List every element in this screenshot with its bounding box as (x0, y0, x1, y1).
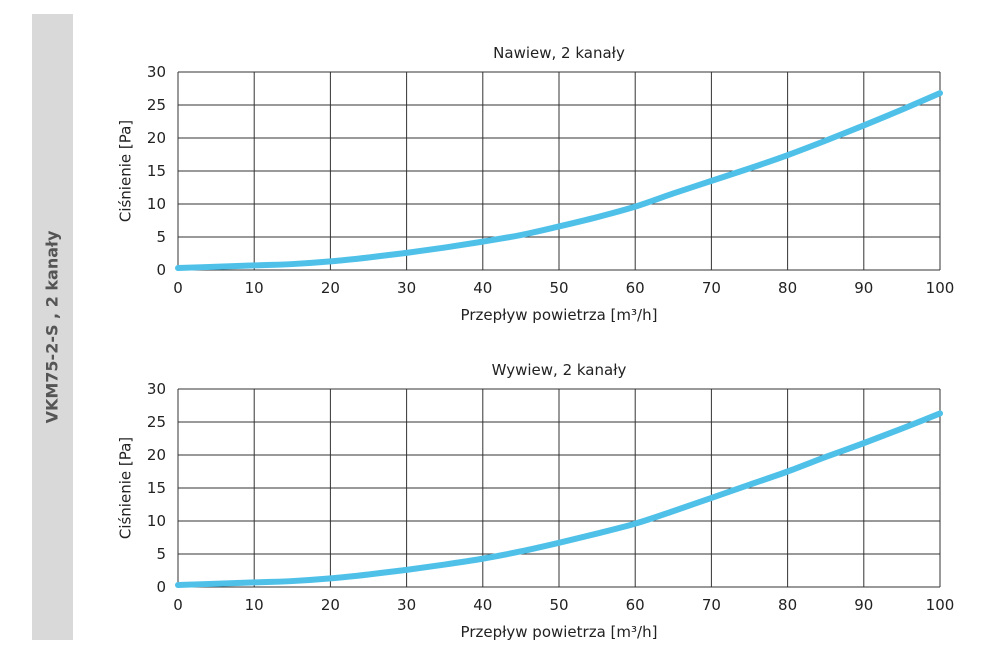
y-tick-label: 30 (147, 63, 166, 81)
y-tick-label: 30 (147, 380, 166, 398)
x-tick-label: 100 (926, 596, 955, 614)
x-tick-label: 50 (549, 279, 568, 297)
y-tick-label: 5 (156, 545, 166, 563)
x-tick-label: 50 (549, 596, 568, 614)
x-axis-label: Przepływ powietrza [m³/h] (461, 306, 658, 324)
x-tick-label: 30 (397, 279, 416, 297)
y-tick-label: 0 (156, 578, 166, 596)
x-tick-label: 10 (245, 596, 264, 614)
y-tick-label: 15 (147, 162, 166, 180)
x-tick-label: 60 (626, 596, 645, 614)
y-tick-label: 5 (156, 228, 166, 246)
y-tick-label: 10 (147, 195, 166, 213)
x-tick-label: 70 (702, 596, 721, 614)
y-tick-label: 0 (156, 261, 166, 279)
x-tick-label: 90 (854, 596, 873, 614)
chart-title: Wywiew, 2 kanały (492, 361, 627, 379)
chart-2: Wywiew, 2 kanały 0 10 20 30 40 50 60 70 80 90 100 0 5… (117, 361, 955, 641)
y-axis-label: Ciśnienie [Pa] (117, 120, 135, 222)
y-axis-label: Ciśnienie [Pa] (117, 437, 135, 539)
y-tick-label: 25 (147, 96, 166, 114)
pressure-curve (175, 410, 943, 589)
x-tick-label: 90 (854, 279, 873, 297)
x-tick-label: 60 (626, 279, 645, 297)
x-tick-label: 80 (778, 279, 797, 297)
y-tick-label: 10 (147, 512, 166, 530)
x-tick-label: 0 (173, 596, 183, 614)
x-tick-label: 30 (397, 596, 416, 614)
chart-title: Nawiew, 2 kanały (493, 44, 625, 62)
x-tick-label: 20 (321, 279, 340, 297)
y-tick-label: 20 (147, 446, 166, 464)
y-tick-label: 15 (147, 479, 166, 497)
x-tick-label: 10 (245, 279, 264, 297)
x-tick-label: 70 (702, 279, 721, 297)
y-tick-label: 25 (147, 413, 166, 431)
x-tick-label: 0 (173, 279, 183, 297)
pressure-curve (175, 90, 943, 272)
x-tick-label: 80 (778, 596, 797, 614)
sidebar-panel (32, 14, 73, 640)
y-tick-label: 20 (147, 129, 166, 147)
x-tick-label: 40 (473, 279, 492, 297)
x-tick-label: 20 (321, 596, 340, 614)
x-axis-label: Przepływ powietrza [m³/h] (461, 623, 658, 641)
chart-1: Nawiew, 2 kanały 0 10 20 30 40 50 60 70 80 90 100 0 5… (117, 44, 955, 324)
x-tick-label: 40 (473, 596, 492, 614)
x-tick-label: 100 (926, 279, 955, 297)
